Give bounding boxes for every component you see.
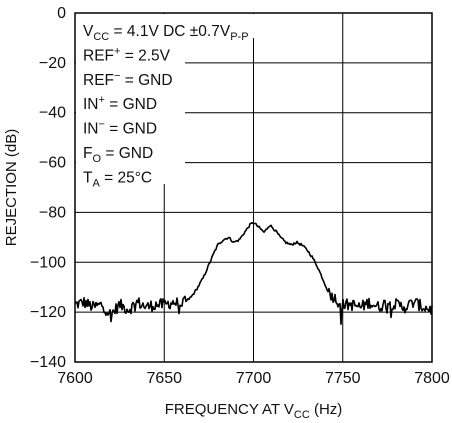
x-tick-label: 7600 bbox=[57, 370, 93, 387]
x-axis-title-main: FREQUENCY AT V bbox=[165, 401, 294, 418]
x-axis-title-sub: CC bbox=[294, 409, 310, 421]
y-tick-label: −80 bbox=[39, 204, 66, 221]
y-tick-labels: 0 −20 −40 −60 −80 −100 −120 −140 bbox=[30, 5, 66, 371]
plot-frame-rect bbox=[74, 12, 433, 363]
series-layer bbox=[75, 221, 433, 326]
annotation-line: TA = 25°C bbox=[83, 169, 152, 189]
annotation-backdrop-rect-1 bbox=[76, 14, 185, 184]
x-tick-label: 7700 bbox=[236, 370, 272, 387]
annotation-line: REF+ = 2.5V bbox=[83, 45, 171, 64]
annotation-line: VCC = 4.1V DC ±0.7VP-P bbox=[83, 23, 249, 43]
x-tick-label: 7750 bbox=[325, 370, 361, 387]
y-tick-label: −140 bbox=[30, 354, 66, 371]
x-tick-label: 7800 bbox=[414, 370, 450, 387]
y-tick-label: −40 bbox=[39, 105, 66, 122]
plot-frame bbox=[74, 12, 433, 363]
x-axis-title: FREQUENCY AT VCC (Hz) bbox=[165, 401, 343, 421]
y-axis-title: REJECTION (dB) bbox=[3, 129, 20, 247]
y-tick-label: −100 bbox=[30, 254, 66, 271]
x-tick-labels: 7600 7650 7700 7750 7800 bbox=[57, 370, 450, 387]
annotation-block: VCC = 4.1V DC ±0.7VP-P REF+ = 2.5V REF− = … bbox=[83, 23, 249, 189]
annotation-backdrop bbox=[76, 14, 307, 184]
y-tick-label: −120 bbox=[30, 304, 66, 321]
annotation-line: FO = GND bbox=[83, 145, 153, 165]
annotation-line: IN+ = GND bbox=[83, 94, 157, 113]
annotation-backdrop-rect-2 bbox=[185, 14, 307, 38]
y-tick-label: −60 bbox=[39, 155, 66, 172]
y-tick-label: 0 bbox=[57, 5, 66, 22]
annotation-line: IN− = GND bbox=[83, 119, 157, 138]
x-axis-title-tail: (Hz) bbox=[310, 401, 343, 418]
y-tick-label: −20 bbox=[39, 55, 66, 72]
annotation-line: REF− = GND bbox=[83, 70, 173, 89]
series-line bbox=[75, 221, 433, 326]
x-tick-label: 7650 bbox=[146, 370, 182, 387]
